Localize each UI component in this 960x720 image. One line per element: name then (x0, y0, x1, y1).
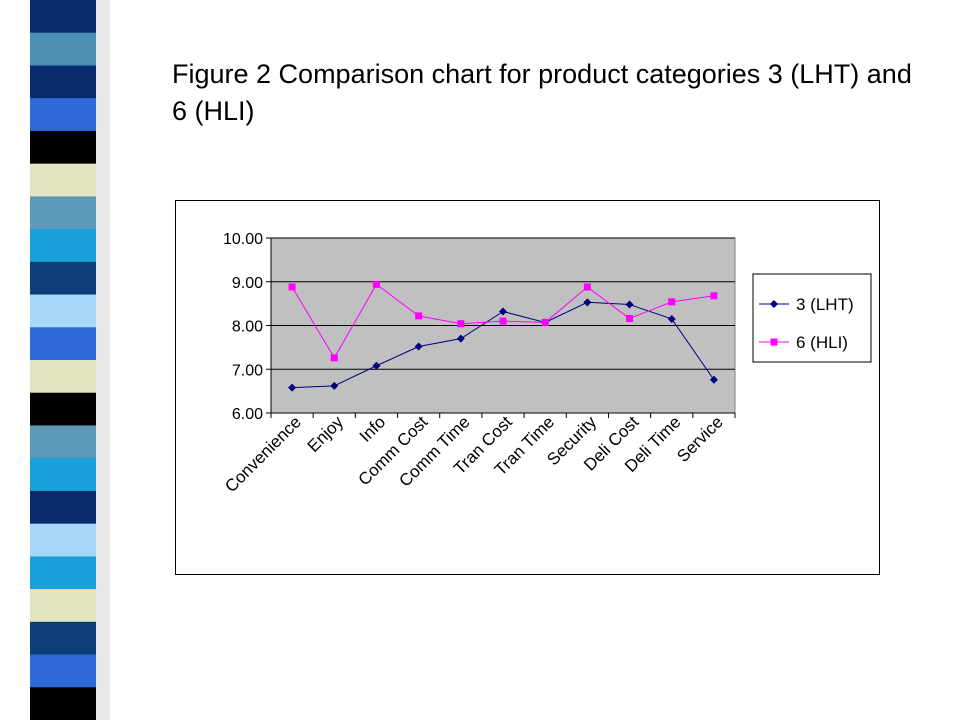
legend-swatch-marker (770, 338, 778, 346)
legend-swatch-marker (770, 300, 778, 308)
stripe-block (30, 490, 96, 525)
data-point-square (541, 318, 549, 326)
legend-label: 6 (HLI) (796, 333, 848, 352)
y-tick-label: 10.00 (223, 231, 263, 248)
data-point-diamond (372, 361, 381, 370)
stripe-block (30, 360, 96, 394)
stripe-block (30, 0, 96, 34)
data-point-square (626, 315, 634, 322)
x-tick-label: Service (673, 412, 727, 466)
data-point-square (457, 320, 465, 328)
stripe-block (30, 523, 96, 557)
y-tick-label: 7.00 (232, 362, 263, 379)
chart-frame: 6.00 7.00 8.00 9.00 10.00 Convenience Enjoy Inf… (175, 200, 880, 575)
stripe-block (30, 261, 96, 296)
stripe-block (30, 327, 96, 361)
data-point-square (415, 312, 423, 320)
stripe-block (30, 621, 96, 656)
y-tick-label: 8.00 (232, 319, 263, 336)
data-point-square (288, 283, 296, 291)
data-point-diamond (625, 300, 634, 309)
x-tick-label: Info (356, 412, 389, 445)
legend-label: 3 (LHT) (796, 295, 854, 314)
x-tick-label: Convenience (221, 412, 305, 496)
data-point-square (668, 298, 676, 306)
data-point-square (330, 354, 338, 362)
data-point-diamond (667, 314, 676, 323)
x-tick-label: Enjoy (304, 412, 348, 456)
stripe-block (30, 687, 96, 720)
data-point-square (710, 292, 718, 300)
stripe-margin (0, 0, 30, 720)
stripe-block (30, 130, 96, 165)
data-point-diamond (499, 307, 507, 316)
y-tick-label: 9.00 (232, 275, 263, 292)
data-point-diamond (414, 342, 423, 351)
y-tick-label: 6.00 (232, 406, 263, 423)
stripe-block (30, 229, 96, 263)
data-point-diamond (330, 381, 339, 390)
data-point-square (583, 283, 591, 291)
stripe-block (30, 163, 96, 197)
data-point-diamond (709, 375, 718, 384)
stripe-block (30, 294, 96, 328)
stripe-block (30, 196, 96, 230)
legend-box (752, 273, 872, 363)
decorative-stripe-bar (0, 0, 110, 720)
stripe-block (30, 589, 96, 623)
data-point-diamond (456, 334, 465, 343)
stripe-shadow (95, 0, 110, 720)
stripe-block (30, 556, 96, 590)
data-point-diamond (583, 298, 592, 307)
data-point-square (499, 317, 507, 325)
stripe-block (30, 392, 96, 426)
slide-title: Figure 2 Comparison chart for product ca… (172, 59, 912, 126)
stripe-block (30, 32, 96, 66)
stripe-block (30, 458, 96, 492)
stripe-block (30, 98, 96, 132)
stripe-block (30, 65, 96, 99)
data-point-diamond (288, 383, 297, 392)
stripe-block (30, 425, 96, 459)
stripe-block (30, 654, 96, 688)
data-point-square (372, 280, 380, 288)
